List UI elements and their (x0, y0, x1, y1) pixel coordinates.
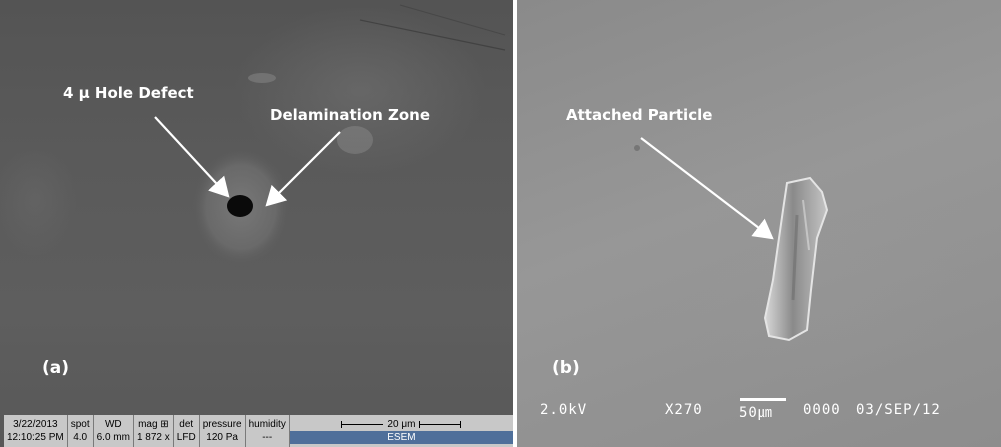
frame-readout: 0000 (803, 402, 841, 418)
databar-wd: WD 6.0 mm (94, 415, 134, 447)
sem-databar: 3/22/2013 12:10:25 PM spot 4.0 WD 6.0 mm… (4, 415, 513, 447)
scale-bar-right (419, 421, 462, 428)
det-label: det (179, 419, 194, 430)
delamination-arrow (265, 131, 341, 207)
det-value: LFD (176, 432, 196, 443)
humidity-value: --- (262, 432, 273, 443)
panel-label-b: (b) (552, 358, 580, 378)
scale-bar (740, 398, 786, 401)
mag-label: mag ⊞ (138, 419, 169, 430)
sem-image-b: Attached Particle (b) 2.0kV X270 50㎛ 000… (517, 0, 1001, 447)
spot-value: 4.0 (73, 432, 88, 443)
humidity-label: humidity (248, 419, 286, 430)
databar-mag: mag ⊞ 1 872 x (134, 415, 174, 447)
sem-image-a: 4 μ Hole Defect Delamination Zone (a) 3/… (0, 0, 513, 447)
date-readout: 03/SEP/12 (856, 402, 941, 418)
mode-label: ESEM (289, 431, 513, 444)
magnification-readout: X270 (665, 402, 703, 418)
databar-time: 12:10:25 PM (7, 432, 64, 443)
attached-particle-label: Attached Particle (566, 106, 713, 124)
delamination-zone-label: Delamination Zone (270, 106, 431, 124)
sem-image-b-graphics (634, 137, 829, 342)
scale-readout: 50㎛ (739, 405, 773, 421)
databar-det: det LFD (174, 415, 200, 447)
mag-value: 1 872 x (136, 432, 170, 443)
databar-pressure: pressure 120 Pa (200, 415, 246, 447)
hole-defect-label: 4 μ Hole Defect (63, 84, 194, 102)
pressure-label: pressure (202, 419, 242, 430)
particle-arrow (640, 137, 774, 240)
hole-arrow (154, 116, 230, 198)
databar-scale: 20 μm ESEM (289, 415, 513, 447)
wd-value: 6.0 mm (96, 432, 130, 443)
wd-label: WD (104, 419, 122, 430)
panel-divider (513, 0, 517, 447)
scale-bar-left (341, 421, 384, 428)
databar-date: 3/22/2013 (13, 419, 58, 430)
pressure-value: 120 Pa (206, 432, 238, 443)
databar-datetime: 3/22/2013 12:10:25 PM (4, 415, 68, 447)
databar-humidity: humidity --- (246, 415, 290, 447)
sem-image-a-graphics (154, 4, 506, 267)
sem-infobar: 2.0kV X270 50㎛ 0000 03/SEP/12 (531, 398, 996, 422)
panel-label-a: (a) (42, 358, 70, 378)
databar-spot: spot 4.0 (68, 415, 94, 447)
voltage-readout: 2.0kV (540, 402, 588, 418)
scale-label: 20 μm (387, 419, 416, 430)
spot-label: spot (70, 419, 90, 430)
hole-defect (227, 195, 253, 217)
